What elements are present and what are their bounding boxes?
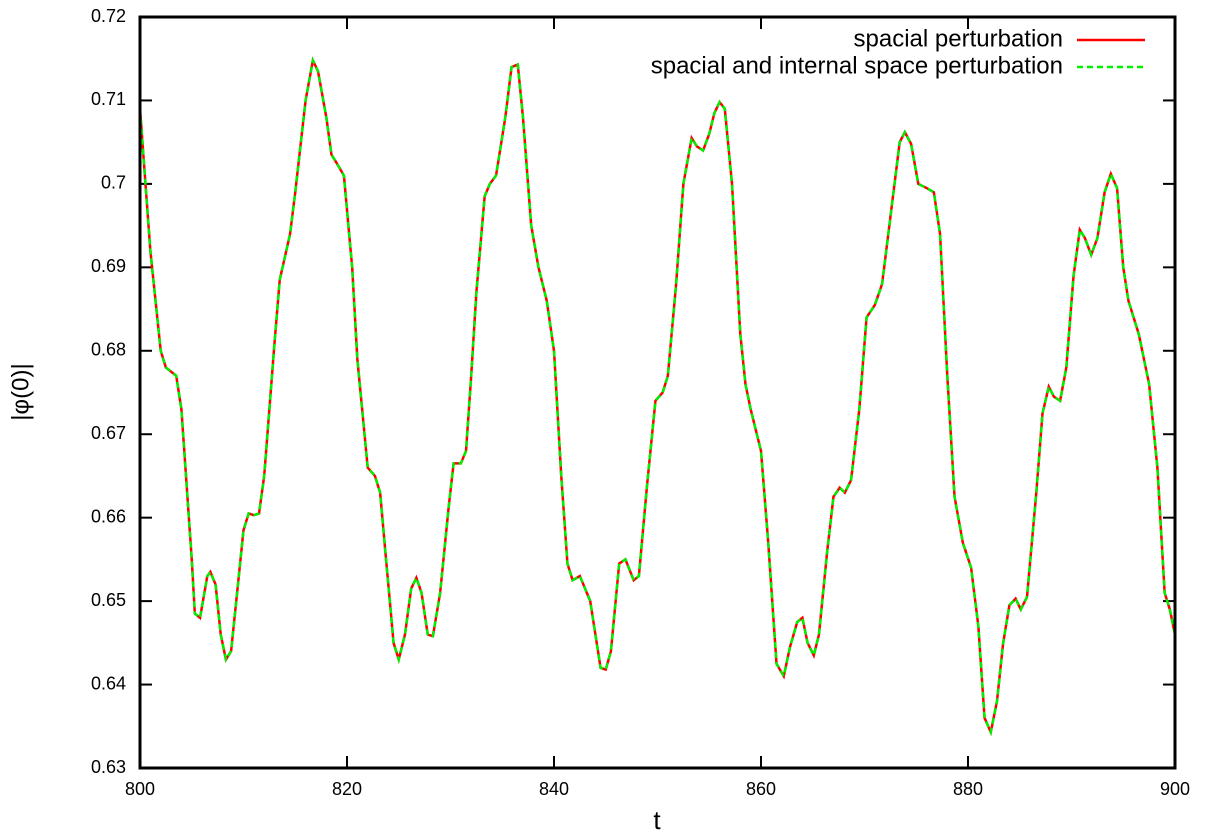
y-tick-label: 0.67: [91, 423, 126, 443]
x-axis-label: t: [653, 805, 661, 835]
legend-label: spacial perturbation: [854, 25, 1063, 52]
y-tick-label: 0.7: [101, 173, 126, 193]
x-tick-label: 900: [1160, 779, 1190, 799]
data-line: [138, 56, 1177, 737]
x-tick-label: 840: [539, 779, 569, 799]
y-tick-label: 0.68: [91, 340, 126, 360]
data-line: [138, 56, 1177, 737]
x-tick-label: 880: [953, 779, 983, 799]
y-tick-label: 0.65: [91, 590, 126, 610]
y-axis-label: |φ(0)|: [7, 363, 34, 420]
plot-border: [138, 15, 1177, 770]
y-tick-label: 0.72: [91, 6, 126, 26]
y-tick-label: 0.64: [91, 673, 126, 693]
x-tick-label: 860: [746, 779, 776, 799]
x-tick-label: 800: [125, 779, 155, 799]
y-tick-label: 0.63: [91, 757, 126, 777]
y-tick-label: 0.69: [91, 256, 126, 276]
x-tick-label: 820: [332, 779, 362, 799]
y-tick-label: 0.66: [91, 506, 126, 526]
legend-label: spacial and internal space perturbation: [651, 52, 1063, 79]
y-tick-label: 0.71: [91, 89, 126, 109]
